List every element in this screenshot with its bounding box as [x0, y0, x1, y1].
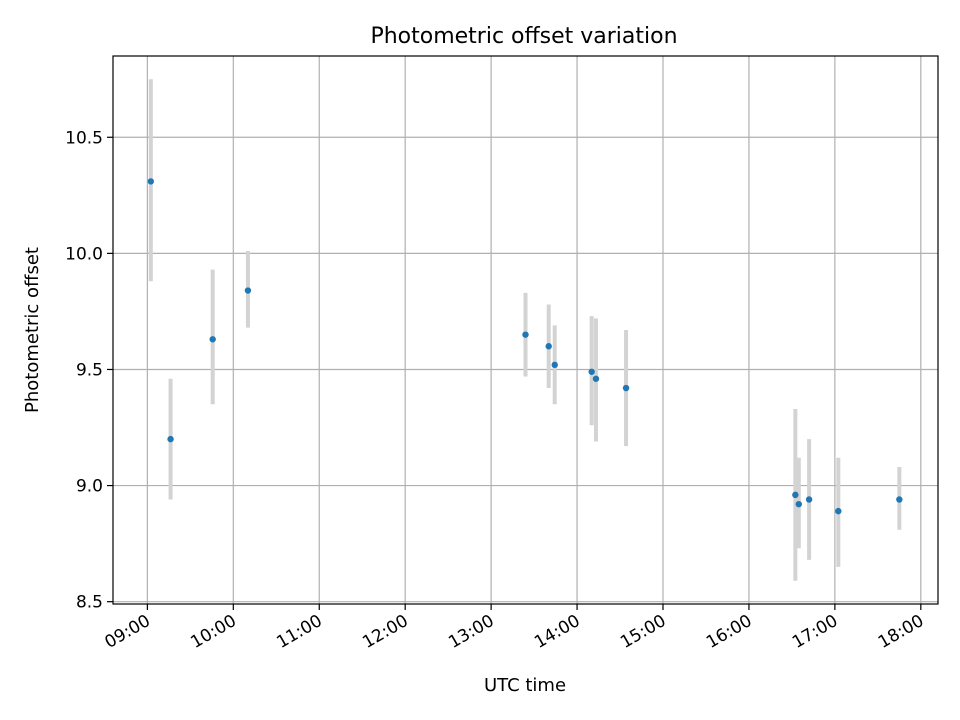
data-point-5	[545, 343, 552, 350]
y-tick-label-2: 9.5	[76, 360, 103, 380]
data-point-4	[522, 331, 529, 338]
data-point-2	[209, 336, 216, 343]
x-tick-label-1: 10:00	[187, 611, 239, 653]
data-point-1	[167, 435, 174, 443]
y-tick-label-4: 10.5	[65, 128, 103, 148]
x-tick-label-0: 09:00	[101, 611, 153, 653]
y-axis-ticks: 8.5 9.0 9.5 10.0 10.5	[65, 128, 113, 613]
x-tick-label-3: 12:00	[359, 611, 411, 653]
x-tick-label-2: 11:00	[273, 611, 325, 653]
data-point-6	[551, 361, 558, 369]
chart-title: Photometric offset variation	[370, 24, 677, 49]
data-point-11	[795, 500, 802, 508]
x-tick-label-6: 15:00	[617, 611, 669, 653]
x-tick-label-5: 14:00	[531, 611, 583, 653]
plot-frame	[112, 55, 939, 605]
error-bars	[148, 79, 902, 581]
x-tick-label-8: 17:00	[789, 611, 841, 653]
data-point-12	[805, 496, 813, 503]
data-point-7	[588, 368, 595, 375]
data-point-3	[244, 287, 252, 294]
y-tick-label-3: 10.0	[65, 244, 103, 264]
data-point-8	[592, 375, 600, 382]
data-point-10	[792, 491, 799, 499]
data-point-9	[622, 384, 630, 392]
x-tick-label-7: 16:00	[703, 611, 755, 653]
y-axis-label: Photometric offset	[22, 247, 43, 413]
data-point-0	[147, 178, 155, 185]
y-tick-label-1: 9.0	[76, 477, 103, 497]
data-point-14	[896, 496, 903, 503]
y-tick-label-0: 8.5	[76, 593, 103, 613]
x-tick-label-4: 13:00	[445, 611, 497, 653]
data-point-13	[835, 507, 842, 515]
x-axis-label: UTC time	[484, 675, 566, 696]
data-points	[147, 178, 903, 515]
x-axis-ticks: 09:00 10:00 11:00 12:00 13:00 14:00 15:00 16:00…	[101, 604, 927, 653]
x-tick-label-9: 18:00	[875, 611, 927, 653]
